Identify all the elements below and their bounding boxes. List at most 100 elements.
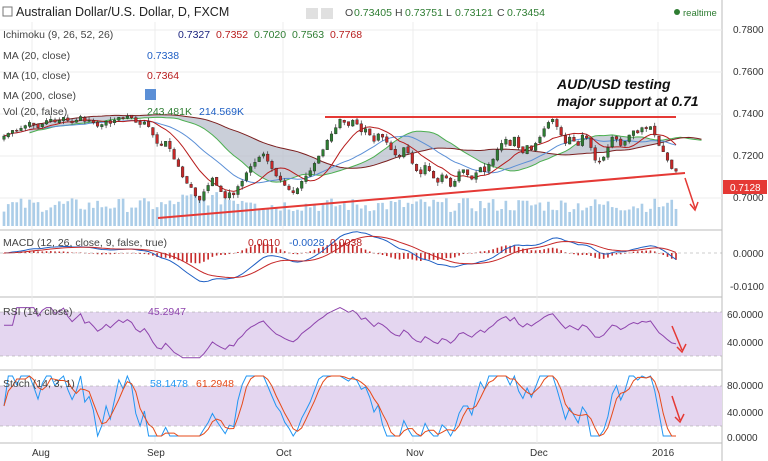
macd-bar: [49, 251, 52, 253]
volume-bar: [402, 207, 406, 226]
candle: [521, 146, 525, 154]
candle: [346, 121, 351, 126]
macd-bar: [101, 253, 103, 255]
volume-bar: [398, 199, 401, 226]
candle: [500, 143, 504, 151]
candle: [653, 125, 657, 136]
candle: [593, 147, 597, 161]
candle: [108, 120, 112, 124]
candle: [6, 133, 10, 138]
macd-bar: [96, 253, 99, 255]
macd-bar: [445, 253, 448, 259]
candle: [62, 117, 66, 121]
volume-bar: [296, 209, 299, 226]
macd-bar: [135, 253, 137, 254]
macd-bar: [190, 253, 192, 263]
macd-bar: [37, 251, 39, 253]
volume-bar: [104, 206, 108, 226]
ohlc-h-label: H: [395, 7, 403, 19]
macd-bar: [517, 246, 520, 253]
candle: [334, 127, 338, 135]
macd-bar: [88, 253, 90, 254]
macd-bar: [181, 253, 184, 262]
volume-bar: [632, 206, 635, 226]
collapse-icon[interactable]: [2, 6, 13, 17]
macd-bar: [343, 242, 346, 253]
volume-bar: [100, 207, 104, 226]
volume-bar: [496, 210, 499, 226]
ohlc-o-label: O: [345, 7, 353, 19]
macd-bar: [619, 253, 622, 255]
macd-bar: [488, 250, 490, 253]
macd-bar: [385, 253, 388, 257]
ichimoku-value-4: 0.7563: [292, 29, 324, 41]
candle: [278, 175, 282, 181]
macd-bar: [543, 249, 545, 253]
annotation-line-2: major support at 0.71: [557, 93, 699, 109]
volume-bar: [500, 209, 503, 226]
volume-bar: [206, 205, 210, 226]
candle: [317, 155, 321, 164]
price-tag-label: 0.7128: [730, 183, 761, 194]
candle: [257, 156, 261, 162]
candle: [215, 177, 219, 186]
macd-bar: [360, 248, 363, 253]
macd-bar: [296, 253, 299, 255]
stoch-band: [0, 386, 722, 426]
volume-bar: [602, 204, 606, 226]
candle: [478, 167, 482, 173]
gear-icon[interactable]: [145, 89, 156, 100]
settings-icon[interactable]: [306, 8, 318, 19]
candle: [261, 153, 265, 157]
volume-bar: [155, 207, 159, 226]
candle: [300, 180, 304, 189]
volume-bar: [6, 204, 10, 226]
ohlc-c-label: C: [497, 7, 505, 19]
price-tag: [723, 180, 767, 194]
candle: [113, 120, 117, 123]
macd-bar: [211, 253, 214, 257]
volume-bar: [87, 202, 91, 226]
candle: [585, 135, 589, 139]
candle: [236, 186, 240, 195]
candle: [648, 126, 652, 130]
visibility-icon[interactable]: [321, 8, 333, 19]
candle: [121, 117, 125, 119]
volume-bar: [49, 207, 53, 226]
volume-bar: [172, 204, 176, 226]
support-line: [157, 172, 686, 219]
candle: [87, 120, 91, 122]
volume-bar: [351, 199, 355, 226]
y-tick: 0.7600: [733, 67, 764, 78]
volume-bar: [291, 211, 295, 226]
candle: [436, 178, 440, 183]
macd-bar: [581, 253, 584, 255]
volume-bar: [287, 209, 291, 226]
y-tick: 0.7200: [733, 151, 764, 162]
volume-bar: [283, 202, 287, 226]
candle: [359, 123, 363, 133]
macd-bar: [313, 249, 316, 253]
macd-bar: [152, 253, 154, 256]
macd-bar: [500, 246, 503, 253]
volume-bar: [653, 198, 657, 226]
macd-label: MACD (12, 26, close, 9, false, true): [3, 237, 167, 249]
volume-bar: [117, 199, 121, 226]
candle: [597, 160, 601, 163]
candle: [551, 119, 555, 123]
stoch-tick: 0.0000: [727, 433, 758, 444]
volume-bar: [279, 210, 282, 226]
macd-bar: [147, 253, 150, 255]
macd-bar: [245, 248, 248, 253]
candle: [15, 129, 19, 132]
candle: [355, 119, 359, 125]
candle: [631, 130, 635, 136]
macd-bar: [62, 251, 65, 253]
macd-bar: [653, 251, 656, 253]
volume-bar: [559, 200, 563, 226]
volume-bar: [530, 205, 533, 226]
macd-bar: [283, 251, 286, 253]
volume-bar: [113, 207, 116, 226]
candle: [130, 114, 134, 118]
macd-bar: [437, 253, 439, 260]
